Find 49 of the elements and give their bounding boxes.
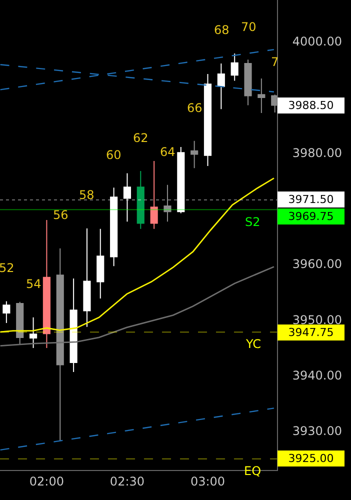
y-tick-label: 3960.00: [292, 257, 342, 272]
annotation: 3988.50: [288, 99, 334, 112]
y-tick-label: 3940.00: [292, 368, 342, 383]
line-series: [0, 178, 275, 333]
candlestick: [83, 228, 91, 328]
candlestick: [70, 278, 78, 372]
x-tick-label: 03:00: [190, 474, 226, 488]
candlestick: [96, 228, 104, 299]
annotation: EQ: [244, 464, 262, 478]
y-tick-label: 4000.00: [292, 34, 342, 48]
annotation: 66: [187, 101, 202, 115]
annotation: 56: [53, 208, 68, 222]
candlestick: [258, 78, 266, 114]
annotation: 64: [160, 145, 176, 159]
candlestick: [230, 52, 238, 82]
x-tick-label: 02:00: [29, 474, 64, 488]
y-tick-label: 3930.00: [292, 424, 342, 438]
annotation: S2: [245, 215, 260, 229]
annotation: 60: [106, 148, 122, 162]
candlestick: [190, 140, 198, 169]
candlestick: [30, 316, 38, 349]
annotation: 62: [133, 131, 148, 145]
annotation: 68: [214, 23, 230, 37]
candlestick: [150, 160, 158, 230]
candlestick: [42, 219, 50, 349]
candlestick: [56, 248, 64, 441]
annotation: YC: [245, 337, 262, 351]
annotation: 70: [241, 20, 256, 34]
candlestick: [123, 172, 132, 222]
candlestick: [164, 184, 172, 222]
annotation: 7: [271, 55, 279, 69]
y-tick-label: 3980.00: [292, 146, 342, 160]
candlestick: [136, 170, 144, 230]
candlestick: [16, 301, 24, 345]
ref-line-label: 3971.50: [288, 193, 334, 206]
y-tick-label: 3950.00: [292, 312, 342, 327]
candlestick: [2, 300, 10, 324]
annotation: 52: [0, 261, 14, 275]
ref-line-label: 3969.75: [288, 210, 334, 223]
annotation: 58: [79, 188, 94, 202]
x-tick-label: 02:30: [110, 474, 145, 488]
ref-line-label: 3947.75: [288, 326, 334, 339]
candlestick: [204, 74, 212, 166]
candlestick: [177, 146, 185, 214]
candlestick: [217, 62, 225, 110]
candlestick: [110, 187, 118, 267]
ref-line-label: 3925.00: [288, 452, 334, 465]
candlestick: [244, 59, 252, 106]
annotation: 54: [26, 277, 42, 291]
